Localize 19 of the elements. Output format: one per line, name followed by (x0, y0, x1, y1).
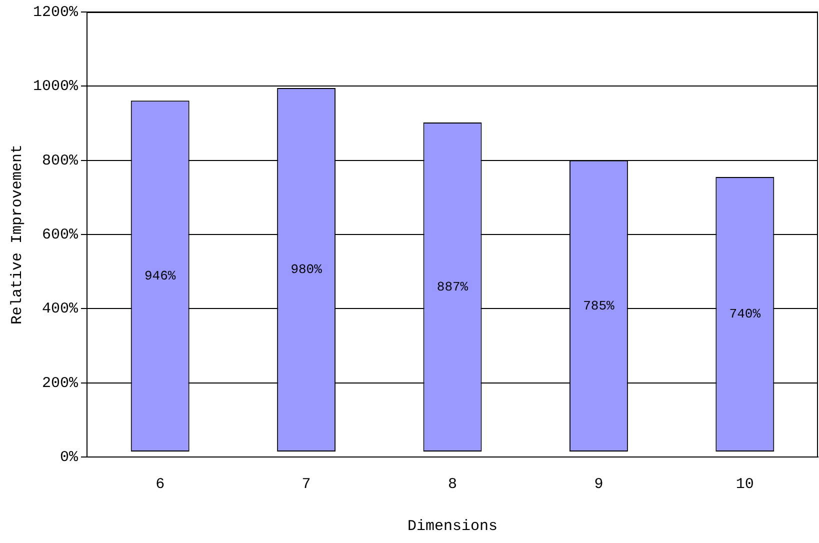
x-tick-label: 8 (448, 476, 458, 493)
y-tick-label: 0% (60, 448, 79, 466)
data-label: 740% (729, 306, 761, 322)
data-label: 887% (436, 279, 468, 294)
y-axis-title: Relative Improvement (8, 144, 26, 325)
x-axis-title: Dimensions (407, 518, 498, 535)
data-label: 946% (144, 268, 176, 284)
y-tick-label: 1000% (32, 78, 79, 96)
y-tick-label: 400% (42, 300, 79, 318)
y-tick-label: 800% (42, 152, 79, 170)
data-label: 785% (583, 298, 614, 314)
x-tick-label: 10 (736, 476, 754, 493)
data-label: 980% (290, 262, 322, 278)
y-tick-label: 200% (42, 374, 79, 392)
x-tick-label: 7 (302, 476, 311, 493)
x-tick-label: 6 (156, 476, 165, 493)
x-tick-label: 9 (594, 476, 604, 493)
y-tick-label: 1200% (32, 4, 79, 21)
y-tick-label: 600% (42, 226, 79, 244)
